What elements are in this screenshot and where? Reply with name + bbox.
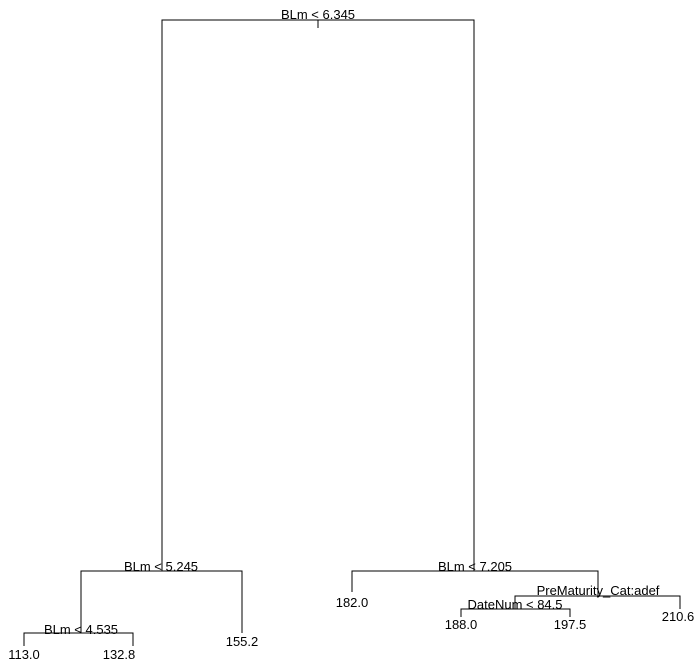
leaf-value-113: 113.0 <box>8 647 40 662</box>
edge-root-split <box>161 19 475 571</box>
edge-blm-4535-split <box>23 632 134 646</box>
split-label-prematurity: PreMaturity_Cat:adef <box>537 583 660 598</box>
leaf-value-155-2: 155.2 <box>226 634 259 649</box>
leaf-value-197-5: 197.5 <box>554 617 587 632</box>
split-label-blm-5245: BLm < 5.245 <box>124 559 198 574</box>
leaf-value-210-6: 210.6 <box>662 609 695 624</box>
leaf-value-132-8: 132.8 <box>103 647 136 662</box>
split-label-blm-4535: BLm < 4.535 <box>44 622 118 637</box>
split-label-datenum: DateNum < 84.5 <box>467 597 562 612</box>
edge-prematurity-split <box>514 595 681 609</box>
leaf-value-182: 182.0 <box>336 595 369 610</box>
split-label-root: BLm < 6.345 <box>281 7 355 22</box>
edge-datenum-split <box>460 608 571 617</box>
edge-blm-5245-split <box>80 570 243 633</box>
edge-blm-7205-split <box>351 570 599 596</box>
split-label-blm-7205: BLm < 7.205 <box>438 559 512 574</box>
leaf-value-188: 188.0 <box>445 617 478 632</box>
